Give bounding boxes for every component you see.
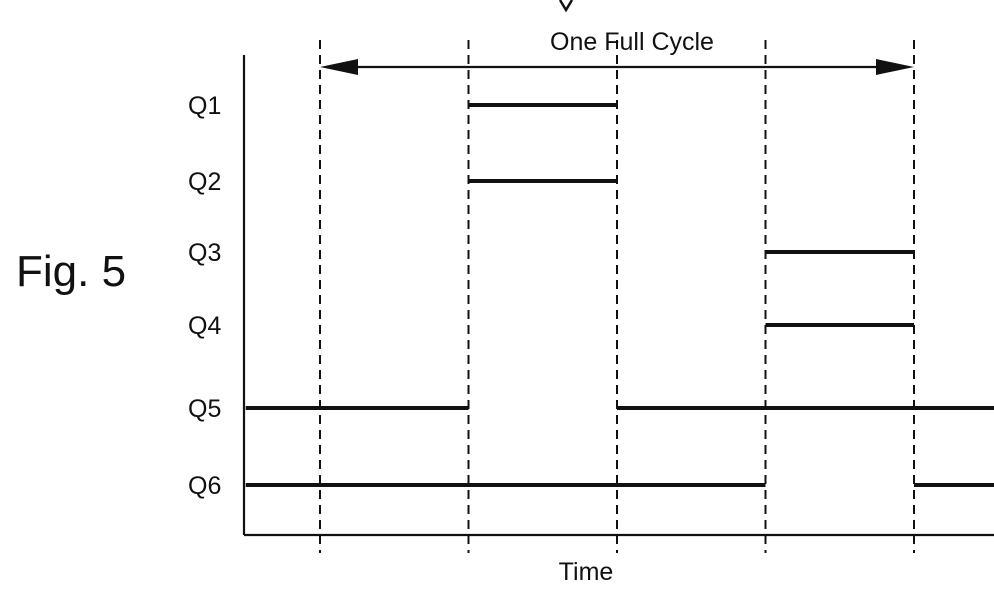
signal-label-q5: Q5 [188,395,221,423]
signal-label-q4: Q4 [188,312,221,340]
signal-label-q6: Q6 [188,472,221,500]
signal-label-q2: Q2 [188,168,221,196]
cycle-label: One Full Cycle [550,28,714,56]
figure-label: Fig. 5 [16,247,126,296]
cycle-arrow-head-right [876,59,914,75]
signal-pulses [245,103,994,487]
signal-label-q3: Q3 [188,239,221,267]
signal-labels: Q1 Q2 Q3 Q4 Q5 Q6 [188,92,221,500]
top-edge-mark [558,0,574,13]
cycle-arrow [320,59,914,75]
x-axis-label: Time [559,558,614,586]
cycle-arrow-head-left [320,59,358,75]
signal-label-q1: Q1 [188,92,221,120]
time-dividers [319,40,915,553]
